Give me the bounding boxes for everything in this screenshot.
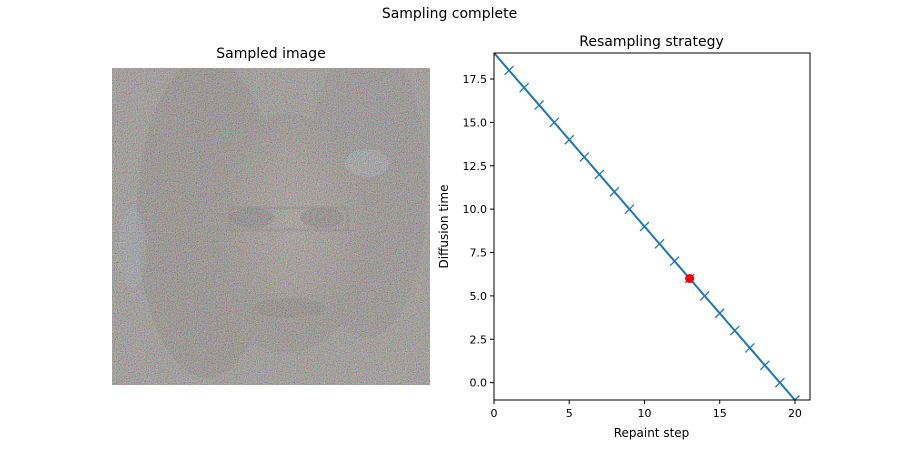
x-tick-label: 15 xyxy=(713,407,727,420)
y-tick-label: 15.0 xyxy=(463,116,488,129)
data-point xyxy=(519,82,530,93)
x-tick-label: 10 xyxy=(637,407,651,420)
data-point xyxy=(774,377,785,388)
data-point xyxy=(654,238,665,249)
data-point xyxy=(624,204,635,215)
plot-frame xyxy=(493,52,811,401)
data-point xyxy=(579,152,590,163)
data-point xyxy=(534,100,545,111)
data-point xyxy=(759,360,770,371)
y-tick-label: 12.5 xyxy=(463,160,488,173)
data-point xyxy=(699,290,710,301)
data-point xyxy=(609,186,620,197)
sampled-image xyxy=(112,68,430,385)
data-point xyxy=(669,256,680,267)
data-point xyxy=(549,117,560,128)
y-tick-label: 17.5 xyxy=(463,73,488,86)
y-tick-label: 7.5 xyxy=(470,247,488,260)
x-tick-label: 20 xyxy=(788,407,802,420)
y-tick-label: 2.5 xyxy=(470,333,488,346)
highlight-point xyxy=(685,274,695,284)
data-point xyxy=(714,308,725,319)
data-point xyxy=(564,134,575,145)
data-point xyxy=(594,169,605,180)
data-point xyxy=(639,221,650,232)
x-tick-label: 0 xyxy=(491,407,498,420)
data-point xyxy=(494,53,499,58)
y-axis-label: Diffusion time xyxy=(437,185,451,269)
plot-area-data xyxy=(494,53,800,400)
data-point xyxy=(744,342,755,353)
y-tick-label: 5.0 xyxy=(470,290,488,303)
y-tick-label: 10.0 xyxy=(463,203,488,216)
data-point xyxy=(729,325,740,336)
data-point xyxy=(789,395,800,400)
x-axis-label: Repaint step xyxy=(614,426,690,440)
sampled-image-title: Sampled image xyxy=(216,46,326,62)
data-point xyxy=(504,65,515,76)
y-tick-label: 0.0 xyxy=(470,377,488,390)
figure-suptitle: Sampling complete xyxy=(381,6,518,22)
chart-title: Resampling strategy xyxy=(579,34,724,50)
x-tick-label: 5 xyxy=(566,407,573,420)
